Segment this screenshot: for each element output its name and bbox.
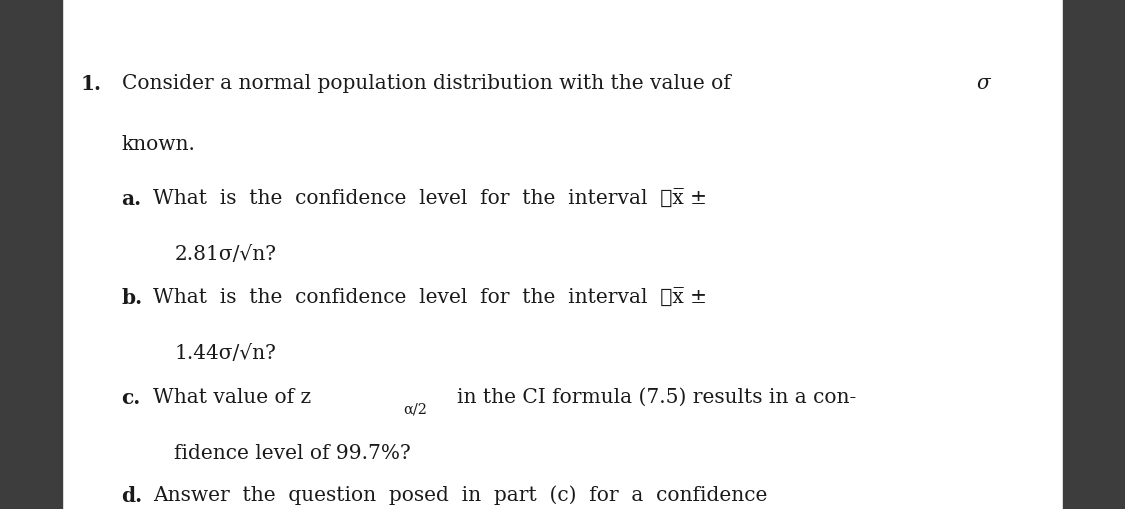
Text: d.: d. (122, 485, 143, 504)
Text: What  is  the  confidence  level  for  the  interval  ͞x̅ ±: What is the confidence level for the int… (153, 288, 706, 306)
Text: 1.: 1. (81, 74, 102, 94)
Text: Consider a normal population distribution with the value of: Consider a normal population distributio… (122, 74, 730, 93)
Text: known.: known. (122, 135, 196, 154)
Text: c.: c. (122, 387, 141, 407)
Text: Answer  the  question  posed  in  part  (c)  for  a  confidence: Answer the question posed in part (c) fo… (153, 485, 767, 504)
Text: fidence level of 99.7%?: fidence level of 99.7%? (174, 443, 411, 462)
Text: in the CI formula (7.5) results in a con-: in the CI formula (7.5) results in a con… (457, 387, 856, 406)
Text: σ: σ (976, 74, 990, 93)
Text: 1.44σ/√n?: 1.44σ/√n? (174, 344, 277, 362)
Text: What  is  the  confidence  level  for  the  interval  ͞x̅ ±: What is the confidence level for the int… (153, 188, 706, 207)
Text: α/2: α/2 (403, 402, 426, 416)
Text: b.: b. (122, 288, 143, 307)
Text: 2.81σ/√n?: 2.81σ/√n? (174, 244, 277, 263)
Text: What value of z: What value of z (153, 387, 312, 406)
Text: a.: a. (122, 188, 142, 208)
